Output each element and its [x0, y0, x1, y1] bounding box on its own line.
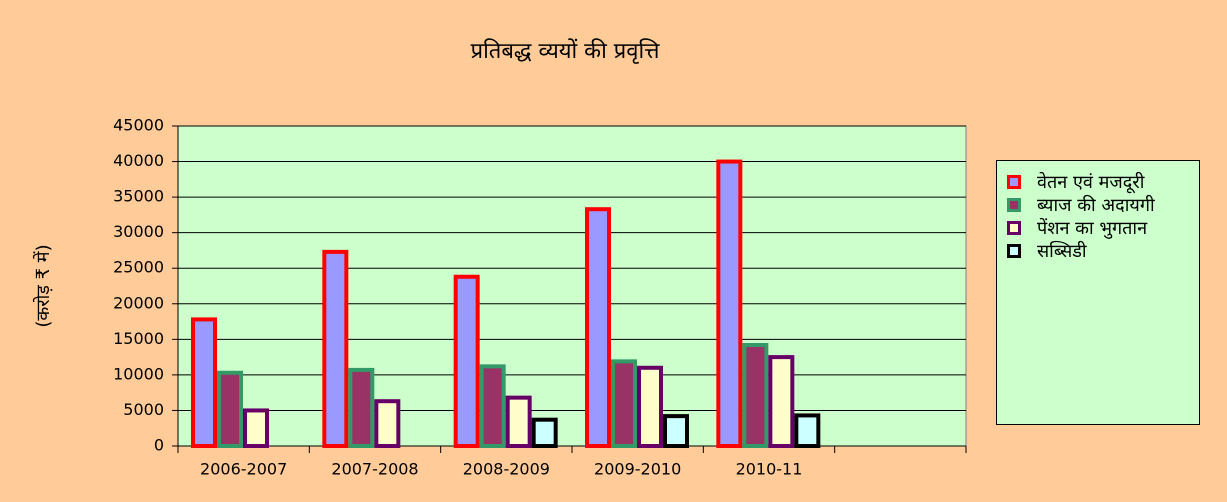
bar: [716, 159, 743, 449]
legend-entry: ब्याज की अदायगी: [1007, 194, 1157, 217]
legend-swatch: [1007, 221, 1021, 235]
y-tick-label: 35000: [113, 187, 164, 206]
legend-swatch: [1007, 198, 1021, 212]
x-tick-label: 2006-2007: [200, 460, 287, 479]
bar: [794, 413, 821, 448]
bar: [611, 359, 637, 448]
bar: [453, 274, 480, 448]
legend-label: ब्याज की अदायगी: [1037, 195, 1155, 216]
legend-swatch: [1007, 244, 1021, 258]
bar: [191, 317, 217, 448]
bar: [505, 395, 532, 448]
bar: [531, 417, 558, 449]
x-tick-label: 2007-2008: [331, 460, 418, 479]
x-tick-label: 2009-2010: [594, 460, 681, 479]
chart-title: प्रतिबद्ध व्ययों की प्रवृत्ति: [471, 38, 661, 64]
bar: [663, 414, 689, 448]
y-axis-label: (करोड़ ₹ में): [32, 244, 54, 327]
bar: [479, 364, 506, 449]
y-tick-label: 20000: [113, 293, 164, 312]
legend: वेतन एवं मजदूरी ब्याज की अदायगी पेंशन का भ…: [996, 160, 1200, 425]
bar: [374, 399, 401, 449]
bar: [322, 249, 349, 448]
y-tick-label: 10000: [113, 364, 164, 383]
bar: [348, 367, 375, 448]
bar: [217, 370, 243, 448]
y-tick-label: 40000: [113, 151, 164, 170]
bar: [768, 355, 795, 448]
bar: [585, 207, 611, 448]
legend-swatch: [1007, 175, 1021, 189]
y-tick-label: 15000: [113, 329, 164, 348]
bar: [742, 343, 769, 448]
x-tick-label: 2010-11: [736, 460, 803, 479]
legend-entry: वेतन एवं मजदूरी: [1007, 171, 1157, 194]
legend-entry: पेंशन का भुगतान: [1007, 217, 1157, 240]
x-tick-label: 2008-2009: [463, 460, 550, 479]
bar: [637, 365, 663, 448]
legend-label: पेंशन का भुगतान: [1037, 218, 1148, 239]
y-tick-label: 30000: [113, 222, 164, 241]
y-tick-label: 5000: [123, 400, 164, 419]
y-tick-label: 25000: [113, 258, 164, 277]
bar: [243, 408, 269, 449]
y-tick-label: 45000: [113, 116, 164, 135]
legend-label: सब्सिडी: [1037, 241, 1087, 262]
y-tick-label: 0: [154, 436, 164, 455]
plot-area: [177, 125, 967, 447]
legend-entry: सब्सिडी: [1007, 240, 1157, 263]
legend-label: वेतन एवं मजदूरी: [1037, 172, 1145, 193]
